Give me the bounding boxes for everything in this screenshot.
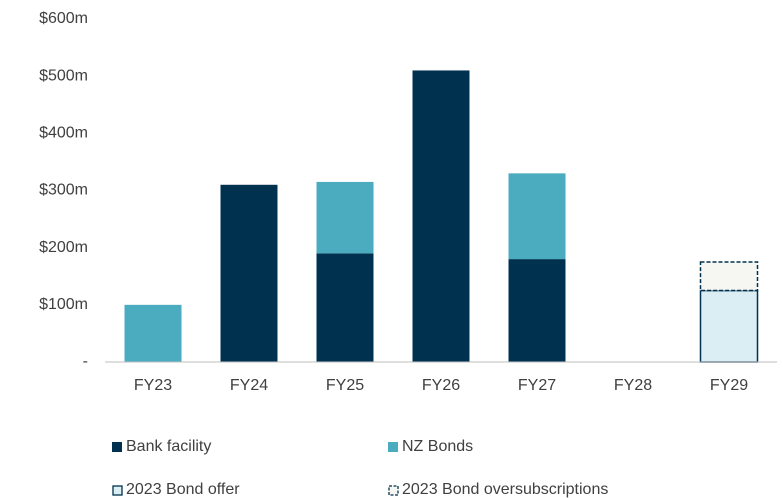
legend-swatch [112, 442, 122, 452]
legend-label: Bank facility [126, 438, 211, 455]
y-tick-label: $400m [39, 125, 88, 142]
x-tick-label: FY29 [710, 377, 748, 394]
legend-label: NZ Bonds [402, 438, 473, 455]
y-tick-label: $300m [39, 182, 88, 199]
x-tick-label: FY26 [422, 377, 460, 394]
legend-swatch [388, 485, 399, 496]
x-tick-label: FY24 [230, 377, 268, 394]
bar-segment [699, 261, 759, 292]
bar-segment [124, 304, 182, 362]
y-tick-label: $100m [39, 296, 88, 313]
bar-segment [316, 253, 374, 362]
bar-segment [412, 70, 470, 362]
y-tick-label: $600m [39, 10, 88, 27]
x-tick-label: FY23 [134, 377, 172, 394]
legend-label: 2023 Bond offer [126, 481, 240, 498]
y-tick-label: $200m [39, 239, 88, 256]
bar-segment [699, 289, 759, 363]
bar-segment [316, 181, 374, 254]
x-tick-label: FY28 [614, 377, 652, 394]
y-tick-label: $500m [39, 67, 88, 84]
bar-segment [508, 259, 566, 362]
legend-swatch [388, 442, 398, 452]
legend-swatch [112, 485, 123, 496]
bar-segment [508, 173, 566, 260]
bar-segment [220, 184, 278, 362]
y-tick-label: - [83, 353, 88, 370]
x-tick-label: FY27 [518, 377, 556, 394]
legend-label: 2023 Bond oversubscriptions [402, 481, 608, 498]
x-tick-label: FY25 [326, 377, 364, 394]
